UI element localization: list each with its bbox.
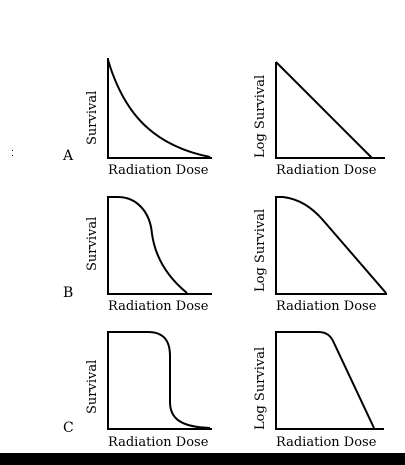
survival-curve: [108, 331, 211, 429]
panel-c-left: Survival Radiation Dose: [85, 331, 212, 450]
survival-curve: [108, 196, 188, 294]
x-axis-label: Radiation Dose: [108, 299, 209, 314]
row-label-c: C: [63, 420, 74, 436]
survival-curve: [107, 59, 211, 158]
panel-b-right: Log Survival Radiation Dose: [253, 196, 387, 314]
y-axis-label: Log Survival: [253, 209, 268, 292]
x-axis-label: Radiation Dose: [108, 163, 209, 178]
x-axis-label: Radiation Dose: [276, 435, 377, 450]
x-axis-label: Radiation Dose: [276, 163, 377, 178]
log-survival-curve: [276, 331, 375, 429]
log-survival-line: [275, 61, 373, 159]
row-label-a: A: [62, 148, 74, 164]
log-survival-curve: [276, 196, 387, 294]
y-axis-label: Survival: [85, 91, 100, 145]
panel-a-right: Log Survival Radiation Dose: [253, 61, 385, 178]
panel-b-left: Survival Radiation Dose: [85, 196, 212, 314]
y-axis-label: Survival: [85, 360, 100, 414]
bottom-bar: [0, 453, 405, 465]
edge-speck: [12, 150, 13, 151]
y-axis-label: Survival: [85, 217, 100, 271]
row-label-b: B: [63, 285, 73, 301]
panel-c-right: Log Survival Radiation Dose: [253, 331, 384, 450]
y-axis-label: Log Survival: [253, 75, 268, 158]
x-axis-label: Radiation Dose: [276, 299, 377, 314]
panel-a-left: Survival Radiation Dose: [85, 58, 212, 178]
x-axis-label: Radiation Dose: [108, 435, 209, 450]
edge-speck: [12, 155, 13, 156]
y-axis-label: Log Survival: [253, 347, 268, 430]
